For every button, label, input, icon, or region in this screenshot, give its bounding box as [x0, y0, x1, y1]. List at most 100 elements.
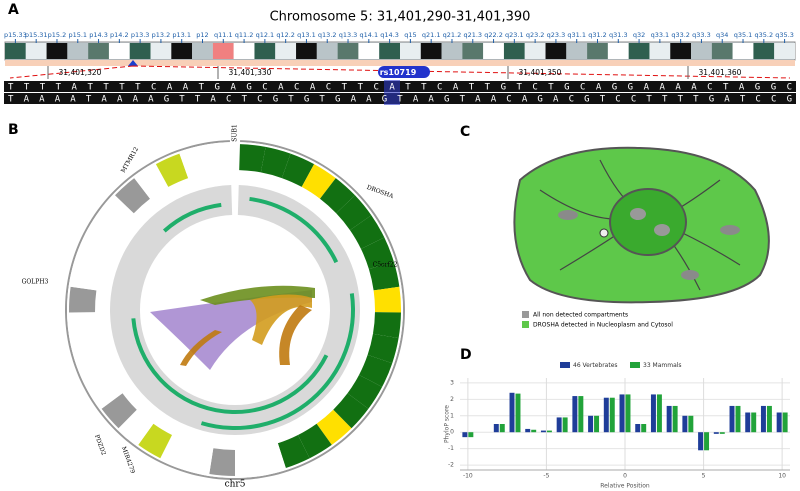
chord	[200, 285, 315, 305]
bar	[704, 432, 710, 451]
y-tick-label: -2	[448, 462, 454, 469]
legend-label: All non detected compartments	[533, 312, 628, 319]
band	[649, 43, 671, 59]
snp-badge	[378, 66, 430, 78]
position-label: 31,401,330	[229, 68, 272, 77]
band-label: q13.3	[339, 31, 358, 39]
band	[88, 43, 109, 59]
mitochondrion	[720, 225, 740, 235]
panel-letter: D	[460, 347, 472, 363]
gene-segment	[260, 146, 291, 179]
centrosome	[599, 228, 609, 238]
band	[774, 43, 795, 59]
band-label: p15.33	[4, 31, 27, 39]
gene-segment	[235, 448, 261, 476]
band-label: p15.31	[25, 31, 48, 39]
nucleus	[609, 188, 687, 256]
bar	[578, 396, 584, 433]
band-label: q31.3	[609, 31, 628, 39]
panel-letter: C	[460, 124, 470, 140]
gene-segment	[76, 237, 110, 270]
x-tick-label: -5	[543, 473, 549, 480]
bar	[735, 405, 741, 433]
bar	[609, 397, 615, 433]
mitochondrion	[558, 210, 578, 220]
band-label: p13.1	[172, 31, 191, 39]
gene-segment	[118, 409, 154, 445]
gene-segment	[71, 333, 103, 364]
band-label: q33.2	[671, 31, 690, 39]
band	[524, 43, 546, 59]
y-tick-label: 1	[450, 412, 454, 419]
band-label: q13.1	[297, 31, 316, 39]
band-label: p13.3	[131, 31, 150, 39]
band	[212, 43, 234, 59]
bar	[603, 397, 609, 433]
band	[462, 43, 484, 59]
bar	[635, 424, 641, 433]
band-label: q34	[716, 31, 728, 39]
bar	[698, 432, 704, 451]
panel-letter: A	[8, 2, 19, 18]
band	[192, 43, 213, 59]
reverse-sequence: TAAAATAAAAGTTACTCGTGTGAAGTAAGTAACAGACGTC…	[8, 95, 792, 105]
expression-arc	[162, 202, 222, 233]
legend-label: DROSHA detected in Nucleoplasm and Cytos…	[533, 322, 673, 329]
gene-segment	[368, 261, 400, 291]
gene-segment	[155, 153, 189, 187]
band	[25, 43, 47, 59]
bar	[782, 412, 788, 433]
band-label: q33.1	[651, 31, 670, 39]
band-label: q35.2	[755, 31, 774, 39]
band-label: q33.3	[692, 31, 711, 39]
bar	[650, 394, 656, 433]
x-tick-label: 0	[623, 473, 627, 480]
y-tick-label: 2	[450, 396, 454, 403]
bar	[619, 394, 625, 433]
zoom-lines	[9, 65, 791, 79]
gene-label: MIR4279	[120, 446, 136, 475]
band	[483, 43, 504, 59]
gene-segment	[70, 261, 102, 291]
bar	[493, 424, 499, 433]
legend-swatch	[560, 362, 570, 368]
chromosome-strip	[5, 60, 795, 66]
band	[275, 43, 297, 59]
bar	[594, 415, 600, 433]
band-label: q13.2	[318, 31, 337, 39]
x-tick-label: -10	[463, 473, 473, 480]
band	[732, 43, 754, 59]
gene-segment	[359, 354, 393, 387]
nucleolus	[654, 224, 670, 236]
gene-segment	[239, 144, 266, 173]
bar	[525, 428, 531, 433]
expression-arc	[200, 293, 355, 430]
band-label: q14.1	[360, 31, 379, 39]
band	[108, 43, 130, 59]
band-label: q23.2	[526, 31, 545, 39]
gene-segment	[319, 178, 355, 214]
bar	[641, 424, 647, 433]
gene-segment	[333, 393, 369, 429]
gene-label: C5orf22	[373, 262, 398, 269]
chromosome-label: chr5	[225, 480, 246, 490]
x-tick-label: 10	[778, 473, 786, 480]
bar	[499, 424, 505, 433]
band-label: q14.3	[380, 31, 399, 39]
gene-label: PDZD2	[93, 434, 107, 457]
nucleolus	[630, 208, 646, 220]
locus-marker	[128, 60, 138, 66]
gene-segment	[69, 312, 98, 339]
bar	[556, 417, 562, 433]
band	[337, 43, 359, 59]
band	[379, 43, 400, 59]
band	[587, 43, 608, 59]
chord	[180, 330, 222, 366]
bar	[540, 430, 546, 433]
y-axis-label: PhyloP score	[444, 405, 451, 443]
gene-segment	[281, 153, 315, 187]
gene-segment	[372, 312, 401, 339]
band-label: q31.2	[588, 31, 607, 39]
position-label: 31,401,360	[699, 68, 742, 77]
